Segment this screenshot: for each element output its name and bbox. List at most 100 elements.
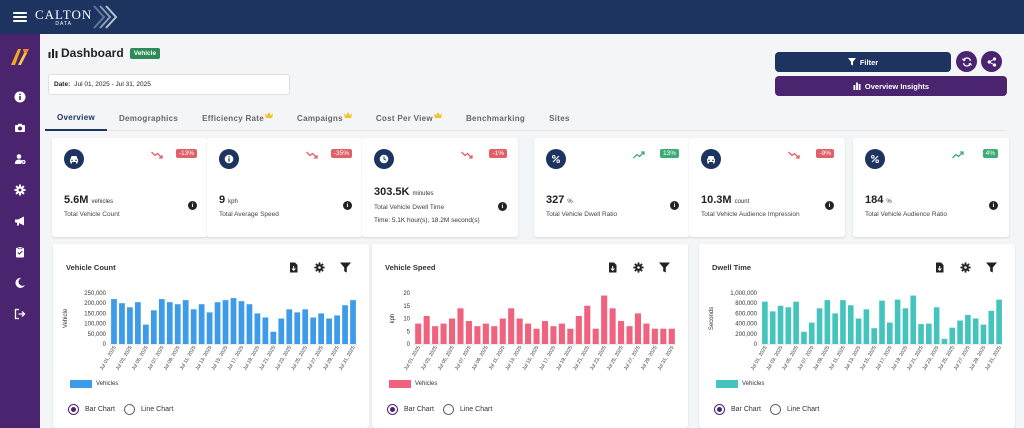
chart-bar[interactable]: [793, 301, 799, 344]
chart-bar[interactable]: [634, 313, 642, 344]
moon-icon[interactable]: [9, 272, 31, 294]
bar-chart-radio[interactable]: [68, 404, 79, 415]
chart-bar[interactable]: [516, 318, 523, 345]
chart-bar[interactable]: [150, 310, 157, 344]
line-chart-radio[interactable]: [442, 404, 454, 415]
chart-bar[interactable]: [508, 308, 515, 344]
info-icon[interactable]: [188, 201, 197, 210]
download-button[interactable]: [286, 260, 300, 274]
chart-bar[interactable]: [440, 323, 447, 344]
chart-bar[interactable]: [618, 321, 625, 344]
chart-bar[interactable]: [326, 318, 332, 345]
settings-button[interactable]: [958, 260, 972, 274]
date-range-picker[interactable]: Date: Jul 01, 2025 - Jul 31, 2025: [48, 74, 290, 95]
tab-efficiency-rate[interactable]: Efficiency Rate: [190, 106, 285, 131]
chart-bar[interactable]: [855, 318, 862, 345]
chart-bar[interactable]: [933, 307, 940, 344]
line-chart-radio-label[interactable]: Line Chart: [786, 406, 820, 413]
clipboard-icon[interactable]: [9, 241, 31, 263]
tab-campaigns[interactable]: Campaigns: [285, 106, 364, 131]
chart-bar[interactable]: [918, 324, 924, 344]
chart-bar[interactable]: [949, 327, 956, 344]
filter-button[interactable]: [984, 260, 998, 274]
settings-button[interactable]: [312, 260, 326, 274]
chart-bar[interactable]: [651, 328, 658, 344]
chart-bar[interactable]: [334, 315, 340, 344]
chart-bar[interactable]: [808, 322, 815, 344]
chart-bar[interactable]: [863, 309, 870, 344]
tab-sites[interactable]: Sites: [537, 106, 582, 131]
line-chart-radio[interactable]: [769, 404, 781, 415]
line-chart-radio[interactable]: [123, 404, 135, 415]
chart-bar[interactable]: [609, 308, 616, 344]
chart-bar[interactable]: [777, 305, 784, 344]
bar-chart-radio-label[interactable]: Bar Chart: [85, 406, 115, 413]
chart-bar[interactable]: [491, 326, 498, 344]
chart-bar[interactable]: [996, 299, 1002, 344]
chart-bar[interactable]: [198, 304, 205, 344]
chart-bar[interactable]: [871, 328, 877, 344]
chart-bar[interactable]: [262, 317, 269, 344]
camera-icon[interactable]: [9, 117, 31, 139]
filter-button[interactable]: Filter: [775, 52, 951, 72]
chart-bar[interactable]: [972, 318, 979, 345]
bar-chart-radio[interactable]: [387, 404, 398, 415]
line-chart-radio-label[interactable]: Line Chart: [140, 406, 174, 413]
chart-bar[interactable]: [832, 313, 838, 344]
chart-bar[interactable]: [668, 328, 675, 344]
chart-bar[interactable]: [474, 326, 481, 344]
chart-bar[interactable]: [457, 308, 464, 344]
chart-legend[interactable]: Vehicles: [70, 380, 118, 388]
chart-bar[interactable]: [762, 301, 768, 344]
chart-bar[interactable]: [302, 309, 309, 344]
tab-demographics[interactable]: Demographics: [107, 106, 190, 131]
chart-bar[interactable]: [824, 300, 831, 344]
chart-bar[interactable]: [847, 305, 854, 344]
chart-bar[interactable]: [601, 295, 608, 344]
chart-bar[interactable]: [448, 318, 456, 345]
chart-bar[interactable]: [926, 323, 932, 344]
download-button[interactable]: [932, 260, 946, 274]
menu-icon[interactable]: [13, 12, 27, 22]
chart-bar[interactable]: [643, 323, 650, 344]
chart-bar[interactable]: [558, 323, 565, 344]
chart-bar[interactable]: [142, 324, 149, 344]
chart-bar[interactable]: [254, 313, 261, 344]
refresh-button[interactable]: [956, 51, 977, 72]
chart-legend[interactable]: Vehicles: [716, 380, 764, 388]
line-chart-radio-label[interactable]: Line Chart: [459, 406, 493, 413]
chart-bar[interactable]: [174, 304, 181, 344]
chart-bar[interactable]: [525, 323, 532, 344]
info-icon[interactable]: [989, 201, 998, 210]
chart-bar[interactable]: [230, 298, 237, 344]
chart-bar[interactable]: [550, 326, 557, 344]
chart-bar[interactable]: [206, 312, 213, 344]
chart-bar[interactable]: [423, 315, 430, 344]
chart-bar[interactable]: [127, 307, 133, 344]
chart-bar[interactable]: [567, 328, 574, 344]
bar-chart-radio-label[interactable]: Bar Chart: [404, 406, 434, 413]
chart-bar[interactable]: [270, 331, 277, 344]
info-icon[interactable]: [9, 86, 31, 108]
chart-bar[interactable]: [626, 326, 633, 344]
chart-bar[interactable]: [894, 299, 901, 344]
chart-bar[interactable]: [840, 300, 846, 344]
chart-bar[interactable]: [988, 310, 995, 344]
chart-bar[interactable]: [342, 305, 348, 344]
download-button[interactable]: [605, 260, 619, 274]
info-icon[interactable]: [825, 201, 834, 210]
share-button[interactable]: [981, 51, 1002, 72]
info-icon[interactable]: [498, 202, 507, 211]
info-icon[interactable]: [343, 201, 352, 210]
chart-bar[interactable]: [350, 300, 356, 344]
chart-bar[interactable]: [119, 303, 125, 344]
logout-icon[interactable]: [9, 303, 31, 325]
brand-logo[interactable]: CALTON DATA: [35, 0, 120, 34]
bar-chart-radio-label[interactable]: Bar Chart: [731, 406, 761, 413]
chart-bar[interactable]: [879, 300, 885, 344]
info-icon[interactable]: [670, 201, 679, 210]
chart-bar[interactable]: [541, 321, 549, 344]
chart-bar[interactable]: [111, 299, 117, 344]
chart-bar[interactable]: [182, 300, 189, 344]
chart-bar[interactable]: [465, 321, 472, 344]
